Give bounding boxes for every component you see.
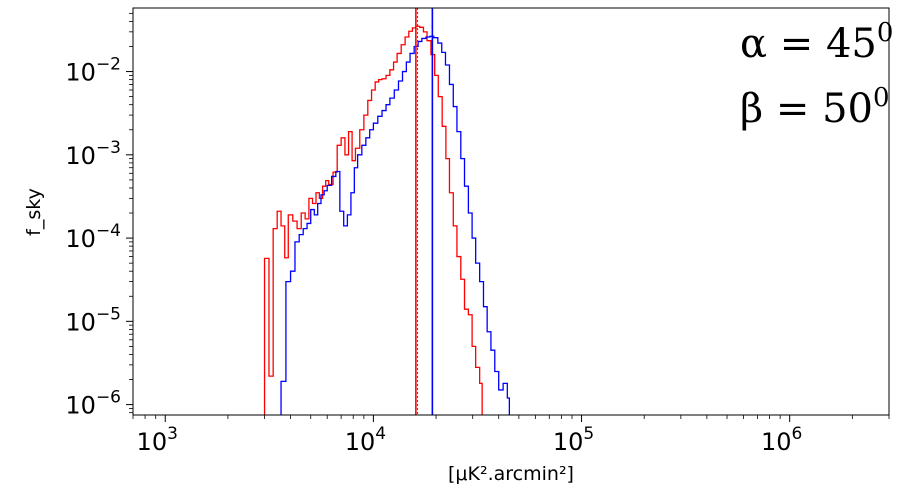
alpha-annotation-text: α = 45 — [740, 21, 877, 67]
x-tick-label: 103 — [137, 424, 178, 456]
y-tick-label: 10−5 — [65, 304, 121, 336]
x-tick-label: 106 — [761, 424, 802, 456]
series-layer — [263, 25, 511, 415]
alpha-annotation: α = 450 — [740, 18, 893, 67]
y-tick-label: 10−6 — [65, 388, 121, 420]
plot-frame — [132, 7, 890, 416]
y-axis-label: f_sky — [23, 188, 45, 236]
series-0-line — [263, 25, 483, 415]
beta-annotation-text: β = 50 — [740, 86, 873, 132]
y-axis: 10−6 10−5 10−4 10−3 10−2 — [65, 12, 133, 420]
y-tick-label: 10−3 — [65, 138, 121, 170]
x-axis-label: [μK².arcmin²] — [448, 463, 574, 485]
x-tick-label: 104 — [345, 424, 386, 456]
alpha-annotation-sup: 0 — [877, 18, 894, 48]
x-tick-label: 105 — [553, 424, 594, 456]
vline-layer — [415, 8, 434, 415]
x-axis: 103 104 105 106 — [132, 415, 890, 456]
y-tick-label: 10−2 — [65, 55, 121, 87]
series-1-line — [280, 35, 511, 415]
y-tick-label: 10−4 — [65, 221, 121, 253]
beta-annotation: β = 500 — [740, 83, 890, 132]
beta-annotation-sup: 0 — [873, 83, 890, 113]
